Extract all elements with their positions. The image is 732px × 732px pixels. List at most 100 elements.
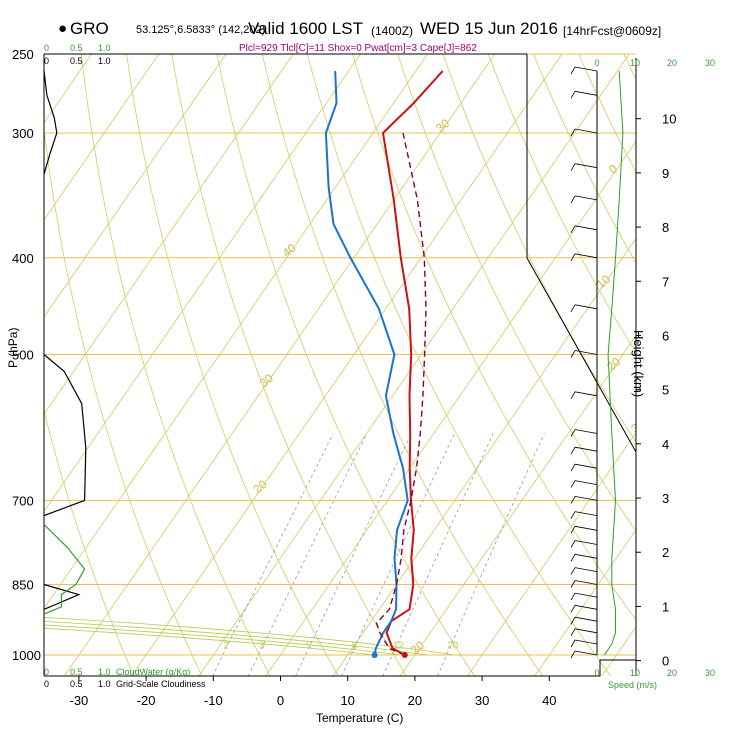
isotherm-line [44,54,429,610]
isotherm-line [399,334,636,676]
wind-barb [570,604,598,613]
isotherm-line [44,54,227,318]
cloudiness-tick-label: 0.5 [70,56,83,66]
isotherm-line [332,237,636,676]
height-tick-label: 10 [662,112,676,127]
wind-barb [570,429,598,437]
mixing-ratio-line [295,433,412,676]
station-coords: 53.125°,6.5833° (142,202) [136,24,266,36]
dry-adiabat [352,54,636,621]
wind-barb [570,580,598,588]
dry-adiabat [44,126,203,676]
cloudwater-tick-label: 0.5 [70,43,83,53]
mixing-ratio-label: 20 [447,640,459,651]
pressure-tick-label: 500 [12,348,34,363]
mixing-ratio-label: 3 [259,640,265,651]
height-tick-label: 3 [662,491,669,506]
wind-barb [570,350,598,358]
wind-barb [570,553,598,562]
dry-adiabat [532,54,636,264]
dry-adiabat [705,36,732,676]
mixing-ratio-line [382,433,494,676]
temperature-tick-label: 10 [340,693,354,708]
wind-barb [570,592,598,601]
dry-adiabat [487,54,636,354]
pressure-tick-label: 1000 [12,648,41,663]
wind-barb [570,463,598,472]
cloudwater-tick-label: 0 [44,43,49,53]
cloudiness-tick-label: 1.0 [98,56,111,66]
mixing-ratio-line [437,433,545,676]
cloudiness-tick-label-bottom: 0 [44,679,49,689]
speed-tick-label: 10 [630,58,640,68]
cloudwater-tick-label: 1.0 [98,43,111,53]
cloudwater-tick-label-bottom: 1.0 [98,667,111,677]
zulu-time: (1400Z) [371,24,414,38]
cloudiness-tick-label: 0 [44,56,49,66]
cloudiness-label: Grid-Scale Cloudiness [116,679,206,689]
series-dewpoint [324,70,409,656]
dry-adiabat [44,409,135,676]
wind-barb [570,540,598,548]
station-marker-icon: ● [58,20,68,37]
dry-adiabat [80,54,271,676]
pressure-tick-label: 300 [12,126,34,141]
pressure-tick-label: 400 [12,251,34,266]
isotherm-line [198,54,630,676]
wind-speed-profile [603,70,624,656]
chart-header: ● GRO 53.125°,6.5833° (142,202) Valid 16… [0,0,732,60]
wind-barb [570,128,598,137]
wind-barb [570,650,598,659]
speed-tick-label-bottom: 10 [630,668,640,678]
wind-barb [570,567,598,575]
wind-barb [570,90,598,99]
speed-axis-label: Speed (m/s) [608,680,657,690]
mixing-ratio-line [212,433,334,676]
height-tick-label: 9 [662,166,669,181]
mixing-ratio-label: 5 [306,640,312,651]
isotherm-line [44,54,361,512]
wind-barb [570,511,598,519]
isotherm-line [265,140,636,676]
forecast-info: [14hrFcst@0609z] [563,24,662,38]
wind-barb [570,639,598,648]
valid-date: WED 15 Jun 2016 [420,19,558,38]
cloudiness-tick-label-bottom: 1.0 [98,679,111,689]
sounding-series [324,70,444,658]
speed-tick-label-bottom: 20 [667,668,677,678]
wind-barb [570,525,598,534]
height-tick-label: 4 [662,437,669,452]
station-name: GRO [70,19,109,38]
height-tick-label: 6 [662,328,669,343]
sounding-parameters: Plcl=929 Tlcl[C]=11 Shox=0 Pwat[cm]=3 Ca… [239,43,477,54]
dry-adiabat [171,54,407,676]
cloudiness-tick-label-bottom: 0.5 [70,679,83,689]
wind-barb [570,616,598,625]
x-axis-label: Temperature (C) [316,711,404,725]
cloudwater-label: CloudWater (g/Kg) [116,667,190,677]
isotherm-line [131,54,563,676]
isotherm-line [467,431,636,676]
isotherm-label: 30 [628,416,647,436]
isotherm-line [534,529,636,676]
isotherm-line [44,54,294,415]
height-tick-label: 5 [662,383,669,398]
wind-barb [570,253,598,261]
wind-barb [570,496,598,504]
height-axis-label: Height (km) [631,330,646,398]
surface-marker-temperature [401,652,408,658]
wind-barb [570,195,598,204]
cloudiness-profile [43,70,87,610]
isotherm-label: 0 [606,161,620,176]
height-tick-label: 1 [662,599,669,614]
dry-adiabat [660,36,732,676]
height-tick-label: 0 [662,654,669,669]
wind-panel [570,66,624,659]
mixing-ratio-line [341,433,455,676]
temperature-tick-label: -20 [137,693,156,708]
wind-barb [570,628,598,636]
height-tick-label: 8 [662,220,669,235]
